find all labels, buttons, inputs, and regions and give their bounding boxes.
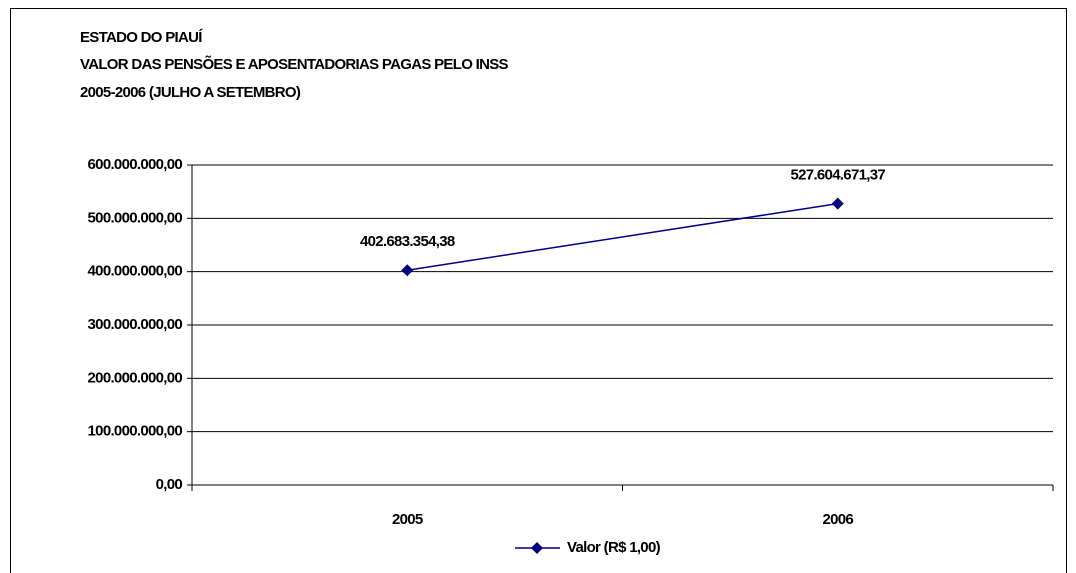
data-point [401,264,414,277]
x-tick-label: 2005 [392,511,423,528]
chart-title: ESTADO DO PIAUÍ [80,29,203,46]
series-line [407,202,838,271]
data-label: 527.604.671,37 [791,167,886,184]
chart-border [10,8,1067,573]
y-tick-label: 0,00 [156,476,183,493]
data-label: 402.683.354,38 [360,233,455,250]
chart-title: 2005-2006 (JULHO A SETEMBRO) [80,84,301,101]
y-tick-label: 300.000.000,00 [88,316,183,333]
y-tick-label: 200.000.000,00 [88,369,183,386]
y-tick-label: 600.000.000,00 [88,156,183,173]
y-tick-label: 100.000.000,00 [88,423,183,440]
data-point [831,197,844,210]
legend-marker [531,542,543,554]
y-tick-label: 400.000.000,00 [88,263,183,280]
chart-title: VALOR DAS PENSÕES E APOSENTADORIAS PAGAS… [80,55,509,73]
x-tick-label: 2006 [822,511,853,528]
y-tick-label: 500.000.000,00 [88,209,183,226]
legend-label: Valor (R$ 1,00) [567,539,661,556]
